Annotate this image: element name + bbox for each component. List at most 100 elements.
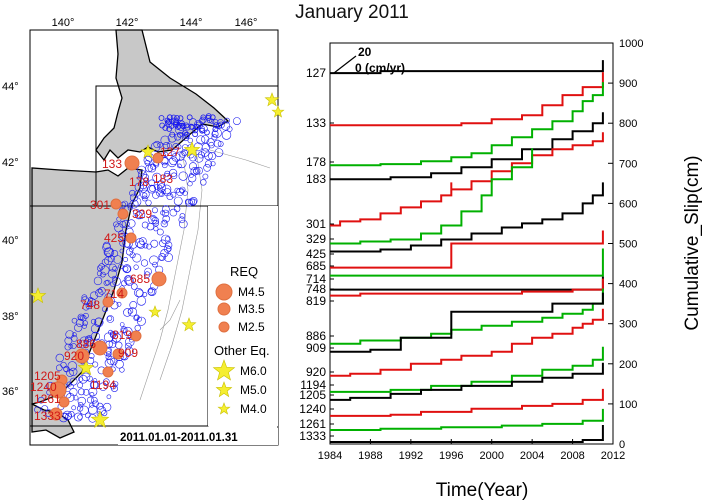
catalog-event bbox=[161, 189, 166, 194]
catalog-event bbox=[201, 143, 211, 152]
catalog-event bbox=[153, 226, 159, 232]
series-line-1205 bbox=[330, 362, 604, 401]
catalog-event bbox=[121, 280, 128, 287]
catalog-event bbox=[71, 332, 77, 338]
catalog-event bbox=[129, 193, 138, 202]
req-circle bbox=[124, 155, 140, 171]
series-line-301 bbox=[330, 182, 453, 227]
series-line-1194 bbox=[330, 346, 604, 393]
catalog-event bbox=[119, 322, 125, 327]
catalog-event bbox=[203, 129, 210, 136]
epicenter-map: 140° 142° 144° 146° 44° 42° 40° 38° 36° … bbox=[2, 17, 285, 446]
catalog-event bbox=[65, 413, 72, 420]
figure-title: January 2011 bbox=[295, 2, 409, 23]
y-tick-label: 800 bbox=[619, 118, 637, 130]
catalog-event bbox=[69, 367, 78, 377]
catalog-event bbox=[162, 142, 170, 150]
left-tick-label: 909 bbox=[306, 341, 326, 355]
catalog-event bbox=[153, 140, 161, 149]
catalog-event bbox=[139, 181, 148, 190]
catalog-event bbox=[37, 396, 45, 404]
catalog-event bbox=[179, 122, 186, 129]
catalog-event bbox=[97, 265, 104, 272]
catalog-event bbox=[98, 263, 105, 270]
catalog-event bbox=[92, 361, 99, 368]
catalog-event bbox=[187, 181, 193, 187]
catalog-event bbox=[208, 152, 217, 161]
y-tick-label: 500 bbox=[619, 239, 637, 251]
catalog-event bbox=[123, 265, 131, 273]
catalog-event bbox=[164, 119, 171, 126]
catalog-event bbox=[176, 188, 184, 196]
catalog-event bbox=[170, 114, 177, 121]
catalog-event bbox=[108, 263, 117, 272]
catalog-event bbox=[179, 186, 186, 193]
station-label: 685 bbox=[130, 272, 150, 286]
catalog-event bbox=[121, 200, 128, 207]
station-label: 301 bbox=[90, 198, 110, 212]
catalog-event bbox=[135, 238, 145, 248]
catalog-event bbox=[203, 164, 211, 172]
x-tick-label: 1984 bbox=[318, 450, 342, 462]
catalog-event bbox=[118, 263, 124, 270]
catalog-event bbox=[190, 167, 199, 176]
other-eq-star bbox=[264, 92, 280, 107]
catalog-event bbox=[166, 118, 172, 125]
left-tick-label: 714 bbox=[306, 272, 326, 286]
catalog-event bbox=[136, 210, 146, 220]
y-tick-label: 100 bbox=[619, 399, 637, 411]
station-label: 909 bbox=[118, 346, 138, 360]
other-eq-star bbox=[183, 141, 201, 158]
req-circle bbox=[130, 330, 142, 342]
req-circles bbox=[49, 152, 167, 421]
other-eq-star bbox=[271, 105, 285, 118]
lon-tick-label: 146° bbox=[235, 17, 258, 29]
catalog-event bbox=[162, 205, 170, 213]
catalog-event bbox=[78, 374, 88, 384]
station-label: 748 bbox=[80, 298, 100, 312]
catalog-event bbox=[182, 190, 188, 196]
catalog-event bbox=[71, 405, 77, 411]
y-tick-label: 0 bbox=[619, 439, 625, 451]
catalog-event bbox=[144, 267, 152, 276]
left-tick-label: 425 bbox=[306, 247, 326, 261]
map-legend: REQ M4.5 M3.5 M2.5 Other Eq. M6.0 M5.0 M… bbox=[208, 206, 278, 426]
catalog-event bbox=[103, 247, 114, 257]
catalog-event bbox=[179, 213, 186, 219]
left-tick-label: 920 bbox=[306, 365, 326, 379]
left-tick-label: 748 bbox=[306, 282, 326, 296]
catalog-event bbox=[177, 163, 182, 169]
series-line-920 bbox=[330, 308, 604, 377]
series-line-133 bbox=[330, 72, 604, 127]
catalog-event bbox=[107, 255, 115, 263]
catalog-event bbox=[82, 303, 90, 311]
catalog-event bbox=[148, 179, 155, 187]
req-circle bbox=[152, 152, 164, 164]
catalog-event bbox=[212, 126, 219, 133]
catalog-event bbox=[158, 115, 165, 121]
legend-req-symbol bbox=[217, 302, 231, 316]
catalog-event bbox=[176, 144, 182, 150]
catalog-event bbox=[122, 265, 129, 272]
catalog-event bbox=[97, 288, 103, 294]
legend-req-title: REQ bbox=[230, 264, 258, 279]
catalog-event bbox=[205, 113, 212, 119]
catalog-event bbox=[153, 184, 160, 190]
catalog-event bbox=[151, 207, 158, 214]
x-axis: 1984 1988 1992 1996 2000 2004 2008 2012 bbox=[318, 439, 625, 462]
catalog-event bbox=[169, 208, 178, 217]
catalog-event bbox=[166, 143, 173, 149]
y-tick-label: 400 bbox=[619, 279, 637, 291]
catalog-event bbox=[71, 317, 78, 324]
catalog-event bbox=[169, 156, 178, 166]
catalog-event bbox=[78, 388, 85, 396]
catalog-event bbox=[152, 172, 162, 182]
catalog-event bbox=[65, 330, 74, 339]
legend-star-symbol bbox=[215, 381, 233, 398]
catalog-event bbox=[169, 131, 176, 138]
catalog-event bbox=[129, 199, 139, 209]
catalog-event bbox=[192, 131, 199, 138]
catalog-event bbox=[163, 188, 172, 197]
catalog-event bbox=[170, 172, 178, 180]
left-tick-label: 1194 bbox=[300, 378, 326, 392]
